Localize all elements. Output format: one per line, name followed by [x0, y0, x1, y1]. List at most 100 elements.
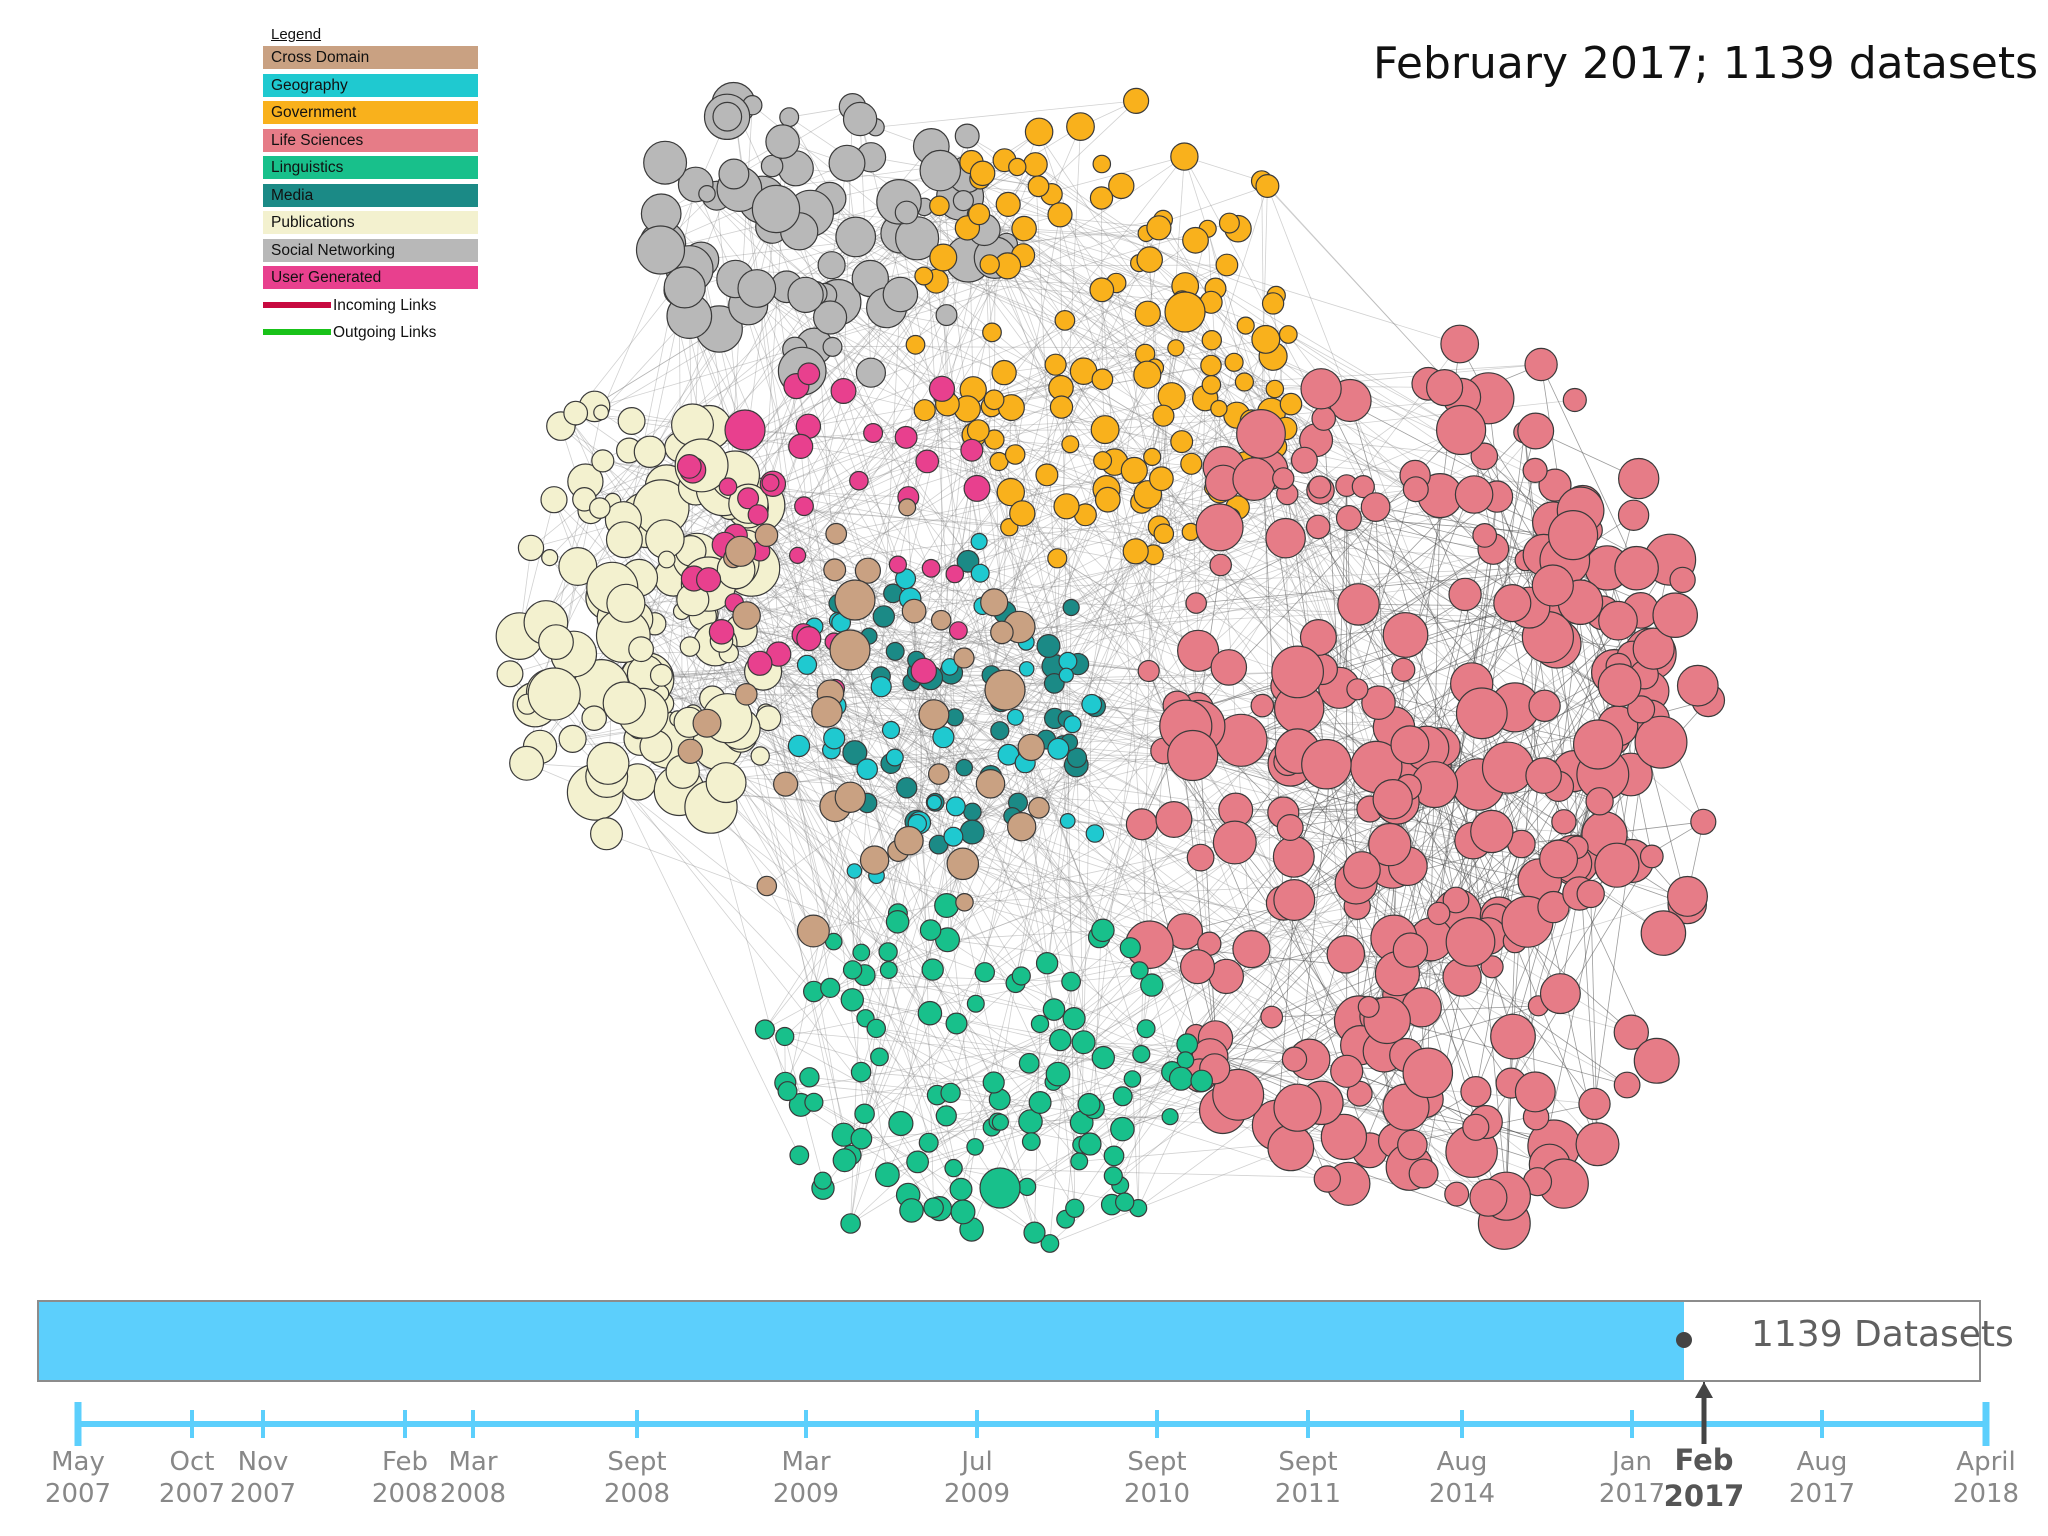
- timeline-tick-year[interactable]: 2010: [1124, 1479, 1190, 1509]
- dataset-node: [1361, 685, 1396, 721]
- dataset-node: [991, 359, 1017, 386]
- timeline-tick-month[interactable]: Oct: [170, 1447, 215, 1477]
- dataset-node: [1123, 1070, 1142, 1088]
- timeline-tick-year[interactable]: 2014: [1429, 1479, 1495, 1509]
- dataset-node: [959, 819, 985, 845]
- dataset-node: [945, 564, 965, 584]
- dataset-node: [1044, 353, 1067, 376]
- dataset-node: [813, 1171, 832, 1190]
- dataset-node: [1445, 917, 1496, 967]
- timeline-tick-year[interactable]: 2008: [440, 1479, 506, 1509]
- dataset-node: [1018, 1052, 1040, 1074]
- dataset-node: [898, 498, 917, 517]
- timeline-tick-year[interactable]: 2008: [372, 1479, 438, 1509]
- dataset-node: [1357, 995, 1380, 1018]
- dataset-node: [1337, 583, 1380, 626]
- timeline-tick-month[interactable]: Sept: [607, 1447, 666, 1477]
- dataset-node: [1666, 875, 1708, 917]
- dataset-node: [934, 927, 960, 953]
- dataset-node: [1167, 339, 1185, 357]
- dataset-node: [1392, 932, 1429, 968]
- timeline-tick-year[interactable]: 2009: [773, 1479, 839, 1509]
- dataset-node: [606, 583, 646, 623]
- timeline-tick-month[interactable]: Aug: [1797, 1447, 1848, 1477]
- dataset-node: [1632, 627, 1675, 670]
- timeline-tick-year[interactable]: 2007: [45, 1479, 111, 1509]
- dataset-node: [940, 1082, 961, 1104]
- timeline-tick-year[interactable]: 2007: [230, 1479, 296, 1509]
- dataset-node: [885, 748, 904, 767]
- dataset-node: [980, 588, 1009, 617]
- dataset-node: [950, 1199, 976, 1225]
- timeline-tick-month[interactable]: Jan: [1610, 1447, 1652, 1477]
- dataset-node: [1059, 813, 1076, 829]
- timeline-tick-year[interactable]: 2011: [1275, 1479, 1341, 1509]
- dataset-node: [930, 609, 952, 631]
- dataset-node: [796, 914, 830, 948]
- dataset-node: [1146, 215, 1172, 241]
- timeline-tick-year[interactable]: 2017: [1789, 1479, 1855, 1509]
- dataset-node: [955, 758, 973, 777]
- dataset-node: [1017, 1177, 1037, 1197]
- dataset-node: [979, 254, 1000, 275]
- timeline-tick-month[interactable]: Mar: [448, 1447, 497, 1477]
- dataset-node: [775, 1026, 795, 1047]
- dataset-node: [1578, 1087, 1611, 1121]
- dataset-node: [1267, 1124, 1315, 1172]
- dataset-node: [1460, 1075, 1492, 1108]
- timeline-tick-month[interactable]: Nov: [238, 1447, 289, 1477]
- dataset-node: [1690, 808, 1717, 835]
- dataset-node: [496, 660, 524, 688]
- dataset-node: [1125, 808, 1158, 841]
- legend-item-user-generated: User Generated: [263, 266, 478, 289]
- timeline-tick-month[interactable]: May: [51, 1447, 105, 1477]
- dataset-node: [830, 378, 857, 405]
- dataset-node: [718, 158, 750, 190]
- dataset-node: [949, 621, 968, 640]
- dataset-node: [1272, 835, 1315, 878]
- dataset-node: [1182, 226, 1209, 254]
- dataset-node: [1313, 1165, 1342, 1193]
- dataset-node: [509, 745, 545, 781]
- timeline-tick-month[interactable]: Mar: [781, 1447, 830, 1477]
- dataset-node: [846, 863, 863, 879]
- dataset-node: [1481, 741, 1535, 794]
- dataset-node: [1065, 1198, 1085, 1219]
- dataset-node: [1585, 787, 1614, 816]
- dataset-node: [870, 676, 892, 698]
- dataset-node: [923, 1197, 944, 1218]
- dataset-node: [1170, 430, 1194, 454]
- dataset-node: [1063, 715, 1082, 734]
- timeline-tick-year[interactable]: 2017: [1664, 1479, 1745, 1513]
- dataset-node: [777, 1081, 798, 1102]
- timeline-tick-month[interactable]: Jul: [959, 1447, 992, 1477]
- timeline-tick-year[interactable]: 2009: [944, 1479, 1010, 1509]
- dataset-node: [1234, 372, 1255, 392]
- dataset-node: [1279, 392, 1303, 416]
- dataset-node: [718, 477, 738, 496]
- dataset-node: [1114, 1192, 1135, 1212]
- dataset-node: [1232, 457, 1277, 502]
- dataset-node: [935, 304, 958, 327]
- dataset-node: [1652, 592, 1699, 639]
- dataset-node: [1305, 514, 1331, 540]
- dataset-node: [934, 892, 960, 918]
- timeline-tick-month[interactable]: Sept: [1278, 1447, 1337, 1477]
- timeline-tick-month[interactable]: Sept: [1127, 1447, 1186, 1477]
- timeline-tick-year[interactable]: 2007: [159, 1479, 225, 1509]
- timeline-tick-month[interactable]: Feb: [382, 1447, 428, 1477]
- timeline-tick-year[interactable]: 2017: [1599, 1479, 1665, 1509]
- dataset-node: [1613, 1071, 1641, 1099]
- timeline-tick-month[interactable]: Feb: [1674, 1443, 1733, 1477]
- timeline-tick-month[interactable]: April: [1956, 1447, 2015, 1477]
- dataset-node: [679, 636, 701, 657]
- timeline-tick-year[interactable]: 2018: [1953, 1479, 2019, 1509]
- dataset-node: [1148, 466, 1174, 492]
- dataset-node: [635, 225, 686, 275]
- dataset-node: [1594, 842, 1640, 888]
- timeline-tick-month[interactable]: Aug: [1437, 1447, 1488, 1477]
- timeline-tick-year[interactable]: 2008: [604, 1479, 670, 1509]
- dataset-node: [929, 243, 958, 272]
- dataset-node: [875, 1162, 900, 1188]
- dataset-node: [558, 724, 587, 754]
